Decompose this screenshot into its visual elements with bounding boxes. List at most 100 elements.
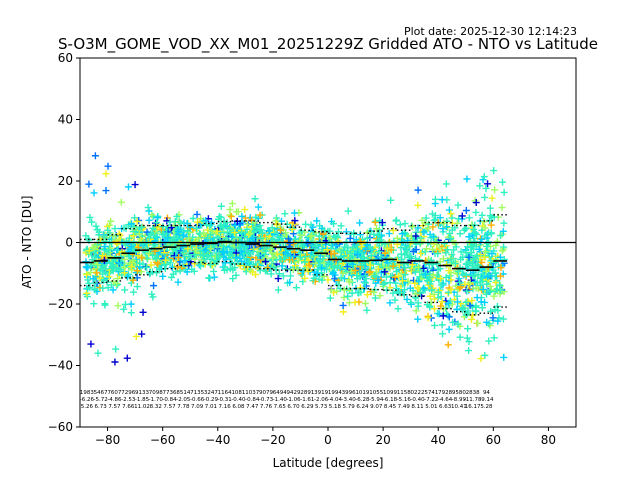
data-point	[468, 297, 476, 305]
data-point	[456, 230, 464, 238]
data-point	[101, 301, 109, 309]
data-point	[106, 253, 114, 261]
data-point	[111, 225, 119, 233]
data-point	[204, 234, 212, 242]
data-point	[264, 264, 272, 272]
data-point	[455, 275, 463, 283]
data-point	[223, 219, 231, 227]
data-point	[91, 152, 99, 160]
data-point	[168, 237, 176, 245]
data-point	[83, 264, 91, 272]
data-point	[131, 248, 139, 256]
data-point	[109, 286, 117, 294]
data-point	[185, 234, 193, 242]
data-point	[123, 354, 131, 362]
data-point	[358, 243, 366, 251]
data-point	[229, 275, 237, 283]
data-point	[414, 224, 422, 232]
data-point	[339, 269, 347, 277]
data-point	[159, 272, 167, 280]
data-point	[257, 226, 265, 234]
data-point	[476, 281, 484, 289]
data-point	[124, 272, 132, 280]
data-point	[340, 294, 348, 302]
y-tick-label: 60	[58, 51, 73, 65]
data-point	[85, 180, 93, 188]
data-point	[440, 219, 448, 227]
data-point	[99, 284, 107, 292]
data-point	[481, 351, 489, 359]
data-point	[448, 226, 456, 234]
bin-stat-label: 5467	[94, 390, 108, 396]
data-point	[304, 267, 312, 275]
data-point	[162, 230, 170, 238]
data-point	[116, 266, 124, 274]
data-point	[120, 264, 128, 272]
data-point	[464, 243, 472, 251]
bin-stat-label: 7.78	[177, 404, 190, 410]
data-point	[143, 228, 151, 236]
bin-stat-label: 9580	[452, 390, 466, 396]
data-point	[356, 219, 364, 227]
data-point	[231, 222, 239, 229]
bin-stat-label: 2838	[466, 390, 480, 396]
bin-stat-label: 6.63	[439, 404, 452, 410]
data-point	[497, 272, 505, 280]
bin-stat-label: 6.73	[95, 404, 108, 410]
data-point	[228, 233, 236, 241]
data-point	[415, 263, 423, 271]
bin-stat-label: -7.22	[424, 397, 438, 403]
bin-stat-label: 7.49	[398, 404, 411, 410]
data-point	[193, 218, 201, 226]
data-point	[403, 249, 411, 257]
data-point	[231, 229, 239, 237]
data-point	[387, 246, 395, 254]
data-point	[476, 182, 484, 190]
data-point	[135, 230, 143, 238]
data-point	[478, 258, 486, 266]
data-point	[92, 242, 100, 250]
bin-stat-label: 0222	[411, 390, 425, 396]
data-point	[386, 254, 394, 262]
bin-stat-label: 6.70	[287, 404, 300, 410]
data-point	[397, 250, 405, 258]
data-point	[86, 213, 94, 221]
data-point	[343, 263, 351, 271]
bin-stat-label: -4.04	[328, 397, 343, 403]
data-point	[425, 220, 433, 228]
data-point	[481, 248, 489, 256]
data-point	[342, 228, 350, 236]
data-point	[158, 226, 166, 234]
data-point	[492, 279, 500, 287]
data-point	[85, 247, 93, 255]
bin-stat-label: 1055	[369, 390, 383, 396]
data-point	[481, 224, 489, 232]
data-point	[335, 228, 343, 236]
data-point	[391, 273, 399, 281]
data-point	[133, 283, 141, 291]
data-point	[153, 269, 161, 277]
data-point	[223, 266, 231, 274]
data-point	[454, 320, 462, 328]
data-point	[138, 254, 146, 262]
data-point	[425, 281, 433, 289]
data-point	[277, 255, 285, 263]
data-point	[438, 321, 446, 329]
data-point	[341, 243, 349, 251]
data-point	[114, 259, 122, 267]
data-point	[416, 289, 424, 297]
data-point	[210, 273, 218, 281]
x-tick-label: 20	[375, 433, 390, 447]
data-point	[133, 217, 141, 225]
data-point	[315, 257, 323, 265]
data-point	[171, 217, 179, 225]
data-point	[174, 263, 182, 271]
bin-stat-label: 3919	[314, 390, 328, 396]
data-point	[225, 251, 233, 259]
data-point	[337, 274, 345, 282]
data-point	[497, 264, 505, 272]
data-point	[484, 180, 492, 188]
data-point	[179, 231, 187, 239]
data-point	[423, 245, 431, 253]
data-point	[217, 202, 225, 210]
